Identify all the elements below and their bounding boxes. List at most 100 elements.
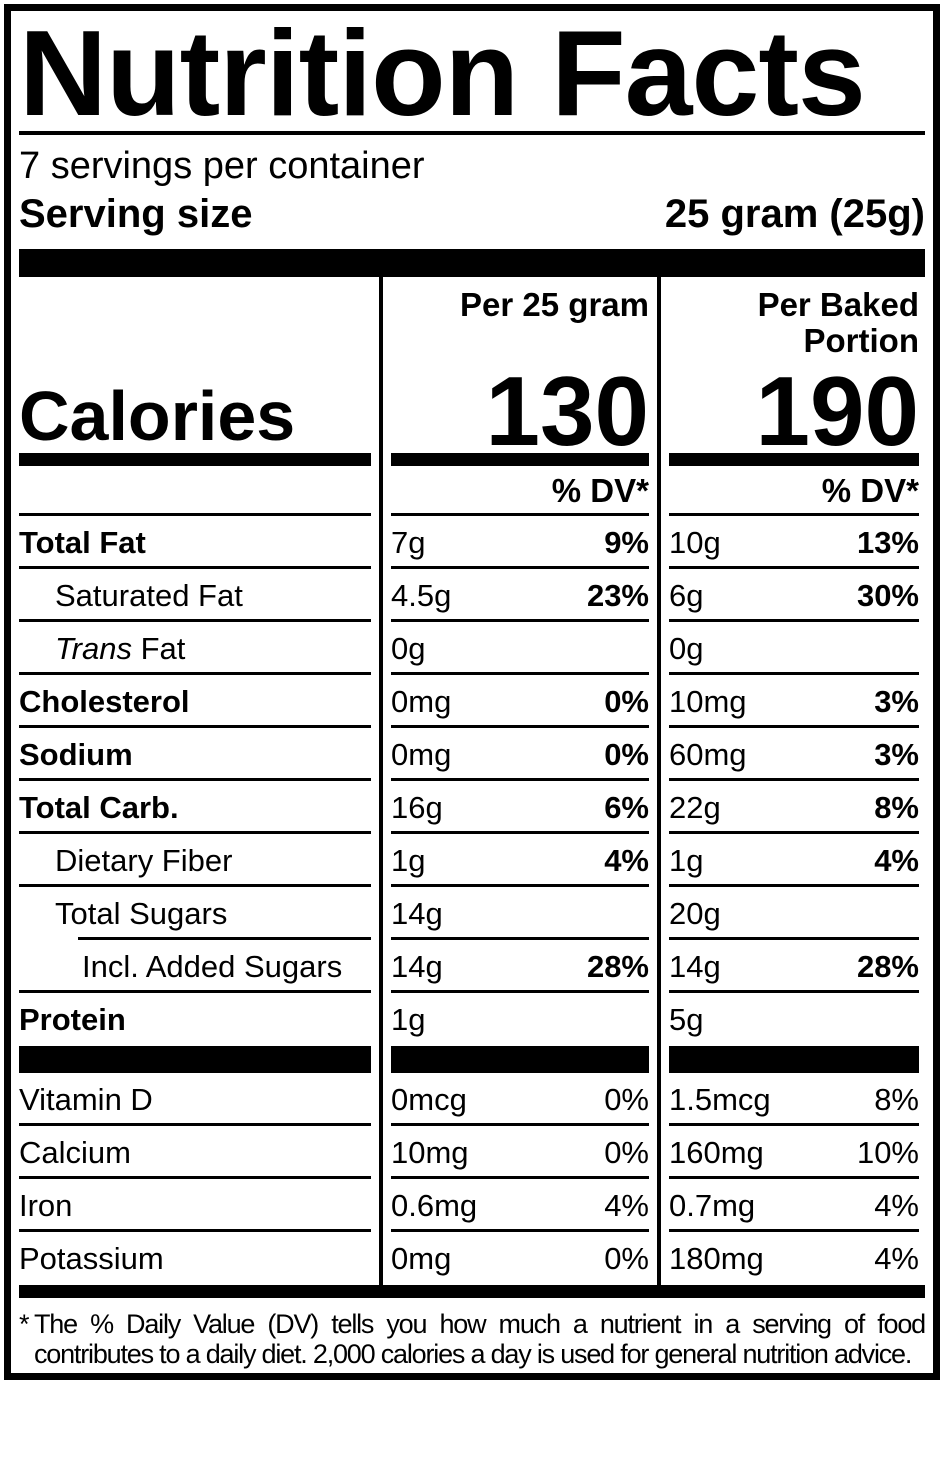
nutrient-name: Vitamin D <box>19 1082 153 1117</box>
col2-amount: 22g <box>669 790 721 825</box>
nutrient-name: Total Carb. <box>19 790 179 825</box>
calories-label-cell: Calories <box>19 277 379 466</box>
servings-per-container: 7 servings per container <box>19 145 425 187</box>
dv-header-col2: % DV* <box>821 472 919 509</box>
calories-col2-cell: Per Baked Portion 190 <box>657 277 925 466</box>
nutrient-name: Incl. Added Sugars <box>82 949 343 984</box>
col1-dv: 9% <box>604 525 649 560</box>
col2-dv: 30% <box>856 578 919 613</box>
col1-amount: 1g <box>391 843 426 878</box>
calories-col1-value: 130 <box>485 355 649 466</box>
title-divider <box>19 131 925 135</box>
col1-amount: 0mcg <box>391 1082 467 1117</box>
separator-bar-thick-bottom <box>19 1285 925 1298</box>
nutrient-name: Cholesterol <box>19 684 190 719</box>
nutrient-row-saturated-fat: Saturated Fat 4.5g 23% 6g 30% <box>19 569 925 622</box>
nutrient-row-total-sugars: Total Sugars 14g 20g <box>19 887 925 940</box>
dv-header-col1: % DV* <box>551 472 649 509</box>
nutrient-row-dietary-fiber: Dietary Fiber 1g 4% 1g 4% <box>19 834 925 887</box>
col2-amount: 180mg <box>669 1241 764 1276</box>
separator-bar-thick-top <box>19 249 925 277</box>
col2-amount: 160mg <box>669 1135 764 1170</box>
footnote-line-2: contributes to a daily diet. 2,000 calor… <box>34 1339 912 1369</box>
nutrient-name: Iron <box>19 1188 73 1223</box>
col1-header: Per 25 gram <box>460 286 649 323</box>
nutrient-name: Total Fat <box>19 525 146 560</box>
nutrient-name-regular-part: Fat <box>131 631 186 666</box>
col1-amount: 4.5g <box>391 578 452 613</box>
dv-header-row: % DV* % DV* <box>19 466 925 516</box>
col2-amount: 0.7mg <box>669 1188 756 1223</box>
col1-amount: 16g <box>391 790 443 825</box>
col2-dv: 4% <box>874 1241 919 1276</box>
micronutrient-row-vitamin-d: Vitamin D 0mcg 0% 1.5mcg 8% <box>19 1073 925 1126</box>
nutrient-row-added-sugars: Incl. Added Sugars 14g 28% 14g 28% <box>19 940 925 993</box>
dv-header-col1-cell: % DV* <box>379 466 657 516</box>
col2-amount: 14g <box>669 949 721 984</box>
col1-amount: 7g <box>391 525 426 560</box>
dv-header-empty-cell <box>19 466 379 516</box>
col2-dv: 8% <box>874 1082 919 1117</box>
nutrient-row-total-fat: Total Fat 7g 9% 10g 13% <box>19 516 925 569</box>
nutrient-name: Potassium <box>19 1241 164 1276</box>
label-title: Nutrition Facts <box>19 5 866 141</box>
nutrient-row-trans-fat: Trans Fat 0g 0g <box>19 622 925 675</box>
footnote-line-1: The % Daily Value (DV) tells you how muc… <box>34 1309 926 1339</box>
col2-dv: 4% <box>874 1188 919 1223</box>
col1-dv: 4% <box>604 843 649 878</box>
nutrient-name-italic-part: Trans <box>55 631 132 666</box>
col1-dv: 4% <box>604 1188 649 1223</box>
nutrient-name: Trans Fat <box>19 633 185 664</box>
micronutrient-row-iron: Iron 0.6mg 4% 0.7mg 4% <box>19 1179 925 1232</box>
col1-amount: 14g <box>391 896 443 931</box>
col2-amount: 0g <box>669 631 704 666</box>
col1-dv: 0% <box>604 1082 649 1117</box>
col1-dv: 0% <box>604 684 649 719</box>
col1-dv: 28% <box>586 949 649 984</box>
nutrient-name: Calcium <box>19 1135 131 1170</box>
nutrient-row-protein: Protein 1g 5g <box>19 993 925 1046</box>
col2-dv: 13% <box>856 525 919 560</box>
col1-dv: 23% <box>586 578 649 613</box>
footnote-asterisk: * <box>19 1309 30 1339</box>
col1-amount: 0mg <box>391 684 452 719</box>
nutrition-facts-label: Nutrition Facts 7 servings per container… <box>4 4 940 1380</box>
col2-amount: 10g <box>669 525 721 560</box>
col1-amount: 14g <box>391 949 443 984</box>
serving-size-row: Serving size 25 gram (25g) <box>19 191 925 237</box>
col2-dv: 10% <box>856 1135 919 1170</box>
col1-dv: 0% <box>604 737 649 772</box>
footnote: * The % Daily Value (DV) tells you how m… <box>19 1298 926 1369</box>
col2-amount: 60mg <box>669 737 747 772</box>
calories-section: Calories Per 25 gram 130 Per Baked Porti… <box>19 277 925 466</box>
calories-label: Calories <box>19 377 296 455</box>
nutrient-name: Saturated Fat <box>55 578 243 613</box>
col2-amount: 1g <box>669 843 704 878</box>
col2-amount: 10mg <box>669 684 747 719</box>
col1-dv: 6% <box>604 790 649 825</box>
col1-amount: 0mg <box>391 1241 452 1276</box>
separator-bar-segments <box>19 1046 925 1073</box>
col2-amount: 1.5mcg <box>669 1082 771 1117</box>
col1-amount: 10mg <box>391 1135 469 1170</box>
col1-amount: 1g <box>391 1002 426 1037</box>
nutrient-row-cholesterol: Cholesterol 0mg 0% 10mg 3% <box>19 675 925 728</box>
serving-size-label: Serving size <box>19 192 253 236</box>
nutrient-name: Dietary Fiber <box>55 843 233 878</box>
col2-dv: 3% <box>874 737 919 772</box>
dv-header-col2-cell: % DV* <box>657 466 925 516</box>
col2-amount: 20g <box>669 896 721 931</box>
micronutrient-row-potassium: Potassium 0mg 0% 180mg 4% <box>19 1232 925 1285</box>
calories-col1-cell: Per 25 gram 130 <box>379 277 657 466</box>
col2-amount: 5g <box>669 1002 704 1037</box>
nutrient-name: Sodium <box>19 737 133 772</box>
col2-dv: 8% <box>874 790 919 825</box>
micronutrient-row-calcium: Calcium 10mg 0% 160mg 10% <box>19 1126 925 1179</box>
col1-amount: 0mg <box>391 737 452 772</box>
nutrient-row-sodium: Sodium 0mg 0% 60mg 3% <box>19 728 925 781</box>
nutrient-row-total-carb: Total Carb. 16g 6% 22g 8% <box>19 781 925 834</box>
col2-dv: 3% <box>874 684 919 719</box>
col2-dv: 4% <box>874 843 919 878</box>
col1-dv: 0% <box>604 1241 649 1276</box>
col2-header: Per Baked Portion <box>757 286 919 359</box>
